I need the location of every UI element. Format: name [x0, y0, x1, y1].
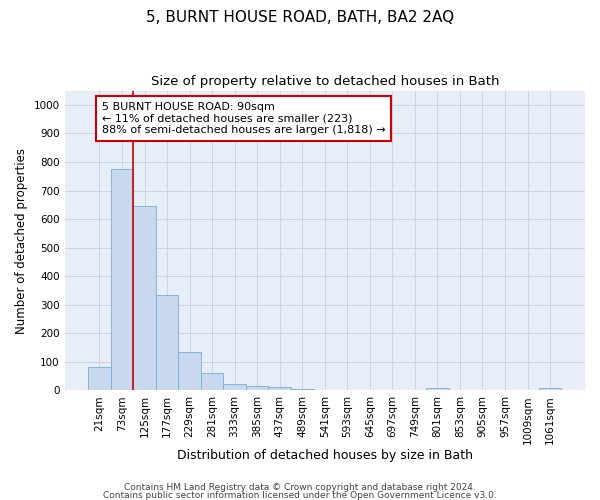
Text: 5 BURNT HOUSE ROAD: 90sqm
← 11% of detached houses are smaller (223)
88% of semi: 5 BURNT HOUSE ROAD: 90sqm ← 11% of detac…: [102, 102, 385, 135]
Text: Contains public sector information licensed under the Open Government Licence v3: Contains public sector information licen…: [103, 490, 497, 500]
Bar: [268, 387, 291, 390]
Text: Contains HM Land Registry data © Crown copyright and database right 2024.: Contains HM Land Registry data © Crown c…: [124, 484, 476, 492]
Bar: [539, 388, 562, 390]
X-axis label: Distribution of detached houses by size in Bath: Distribution of detached houses by size …: [177, 450, 473, 462]
Bar: [223, 384, 246, 390]
Bar: [133, 206, 156, 390]
Text: 5, BURNT HOUSE ROAD, BATH, BA2 2AQ: 5, BURNT HOUSE ROAD, BATH, BA2 2AQ: [146, 10, 454, 25]
Bar: [291, 388, 314, 390]
Y-axis label: Number of detached properties: Number of detached properties: [15, 148, 28, 334]
Bar: [88, 367, 111, 390]
Bar: [246, 386, 268, 390]
Bar: [111, 169, 133, 390]
Bar: [426, 388, 449, 390]
Bar: [201, 374, 223, 390]
Title: Size of property relative to detached houses in Bath: Size of property relative to detached ho…: [151, 75, 499, 88]
Bar: [178, 352, 201, 391]
Bar: [156, 295, 178, 390]
